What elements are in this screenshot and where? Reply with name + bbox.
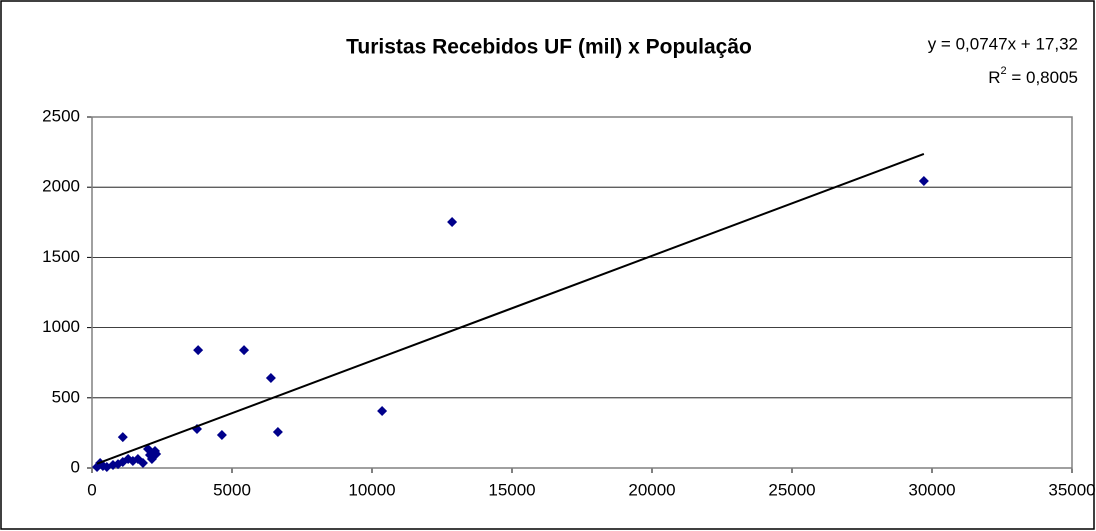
x-tick-label: 0 (87, 480, 96, 499)
equation-label: y = 0,0747x + 17,32 (928, 34, 1078, 53)
point (239, 345, 250, 356)
point (137, 457, 148, 468)
r2-label: R2 = 0,8005 (988, 65, 1078, 88)
y-tick-label: 2500 (42, 106, 80, 125)
point (377, 405, 388, 416)
x-tick-label: 25000 (768, 480, 815, 499)
r2-value: = 0,8005 (1007, 68, 1078, 87)
point (272, 427, 283, 438)
point (918, 176, 929, 187)
x-tick-label: 20000 (628, 480, 675, 499)
y-tick-label: 2000 (42, 177, 80, 196)
x-tick-label: 30000 (908, 480, 955, 499)
point (265, 373, 276, 384)
point (447, 217, 458, 228)
trendline (96, 153, 925, 465)
y-tick-label: 0 (71, 457, 80, 476)
x-tick-label: 35000 (1048, 480, 1095, 499)
point (216, 430, 227, 441)
r2-sup: 2 (1001, 65, 1007, 77)
point (151, 448, 162, 459)
x-tick-label: 15000 (488, 480, 535, 499)
r2-r: R (988, 68, 1000, 87)
chart-title: Turistas Recebidos UF (mil) x População (346, 36, 752, 59)
plot-area (91, 116, 1073, 469)
y-tick-label: 1500 (42, 247, 80, 266)
point (117, 432, 128, 443)
y-tick-label: 1000 (42, 317, 80, 336)
point (193, 345, 204, 356)
x-tick-label: 5000 (213, 480, 251, 499)
x-tick-label: 10000 (348, 480, 395, 499)
y-tick-label: 500 (52, 387, 80, 406)
